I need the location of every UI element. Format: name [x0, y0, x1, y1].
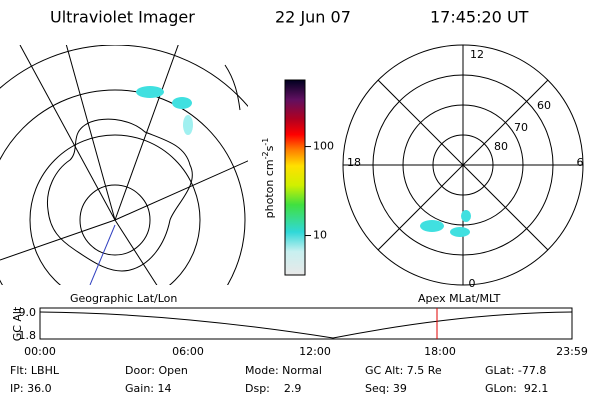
- info-field: GLon: 92.1: [485, 382, 548, 395]
- info-panel: Flt: LBHL IP: 36.0 Door: Open Gain: 14 Mode:…: [10, 364, 548, 395]
- altitude-plot: Geographic Lat/Lon Apex MLat/MLT GC Alt …: [11, 292, 588, 358]
- time: 17:45:20 UT: [430, 8, 529, 27]
- date: 22 Jun 07: [275, 8, 351, 27]
- mlt-label: 0: [469, 277, 476, 290]
- info-field: Seq: 39: [365, 382, 407, 395]
- geo-map: [0, 45, 248, 285]
- info-field: IP: 36.0: [10, 382, 52, 395]
- polar-plot: 12 6 0 18 60 70 80: [342, 44, 584, 290]
- info-field: Dsp: 2.9: [245, 382, 301, 395]
- lat-label: 60: [537, 99, 551, 112]
- lat-label: 80: [494, 140, 508, 153]
- info-field: GLat: -77.8: [485, 364, 546, 377]
- unit-part: -1: [261, 138, 270, 146]
- x-tick-label: 06:00: [172, 345, 204, 358]
- colorbar: [284, 79, 306, 276]
- mlt-label: 18: [347, 156, 361, 169]
- info-field: Flt: LBHL: [10, 364, 60, 377]
- x-tick-label: 18:00: [424, 345, 456, 358]
- y-tick-label: 9.0: [19, 306, 37, 319]
- info-field: Gain: 14: [125, 382, 172, 395]
- colorbar-tick-label: 100: [313, 140, 334, 153]
- mlt-label: 6: [577, 156, 584, 169]
- x-tick-label: 00:00: [24, 345, 56, 358]
- colorbar-tick-label: 10: [313, 229, 327, 242]
- y-label: GC Alt: [11, 306, 24, 341]
- plot-label: Geographic Lat/Lon: [70, 292, 177, 305]
- unit-part: photon cm: [263, 159, 276, 218]
- info-field: GC Alt: 7.5 Re: [365, 364, 442, 377]
- mlt-label: 12: [470, 48, 484, 61]
- title: Ultraviolet Imager: [50, 8, 195, 27]
- unit-part: s: [263, 145, 276, 151]
- x-tick-label: 23:59: [556, 345, 588, 358]
- info-field: Mode: Normal: [245, 364, 322, 377]
- lat-label: 70: [514, 121, 528, 134]
- y-tick-label: 1.8: [19, 329, 37, 342]
- colorbar-unit: photon cm-2s-1: [261, 138, 277, 219]
- x-tick-label: 12:00: [299, 345, 331, 358]
- info-field: Door: Open: [125, 364, 188, 377]
- unit-part: -2: [261, 151, 270, 159]
- plot-label: Apex MLat/MLT: [418, 292, 501, 305]
